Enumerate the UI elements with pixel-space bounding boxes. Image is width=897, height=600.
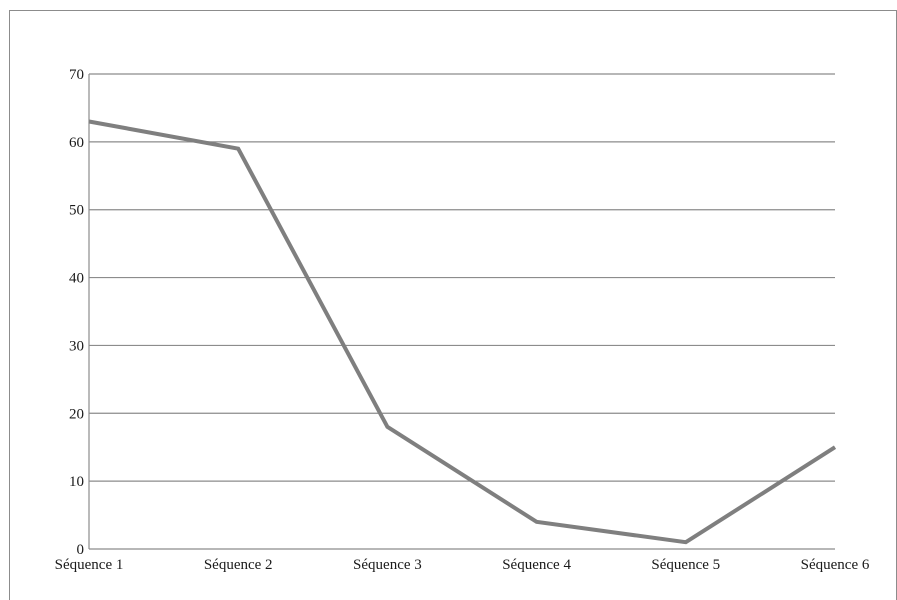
y-tick-label: 70	[69, 67, 84, 83]
x-tick-label: Séquence 2	[204, 557, 273, 573]
axes	[88, 74, 835, 550]
y-tick-label: 30	[69, 338, 84, 354]
series-line-1	[88, 119, 837, 545]
x-tick-label: Séquence 4	[502, 557, 571, 573]
y-tick-label: 20	[69, 406, 84, 422]
x-tick-label: Séquence 6	[801, 557, 870, 573]
y-tick-labels: 0 10 20 30 40 50 60 70	[69, 67, 84, 558]
x-tick-label: Séquence 5	[651, 557, 720, 573]
x-tick-labels: Séquence 1 Séquence 2 Séquence 3 Séquence 4…	[55, 557, 870, 573]
y-tick-label: 60	[69, 135, 84, 151]
series-lines	[88, 119, 837, 545]
y-tick-label: 10	[69, 474, 84, 490]
y-tick-label: 50	[69, 203, 84, 219]
gridlines	[89, 73, 835, 482]
x-tick-label: Séquence 1	[55, 557, 124, 573]
y-tick-label: 0	[77, 542, 85, 558]
x-tick-label: Séquence 3	[353, 557, 422, 573]
y-tick-label: 40	[69, 271, 84, 287]
